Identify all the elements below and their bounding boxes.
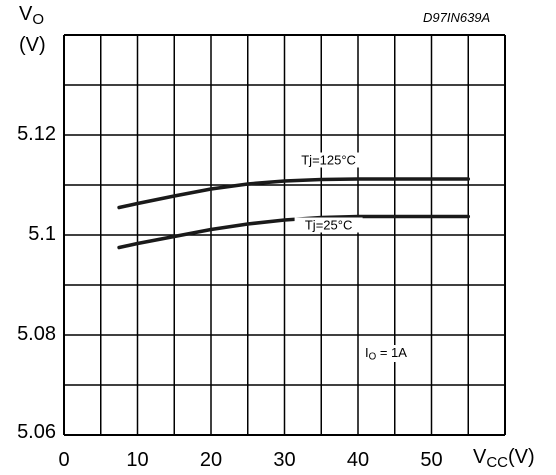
series-label-tj-25c: Tj=25°C	[305, 218, 352, 233]
series-label-tj-25c-background	[294, 217, 363, 233]
series-label-tj-125c-background	[294, 152, 363, 168]
y-tick-label: 5.1	[28, 223, 56, 245]
x-tick-label: 20	[199, 449, 223, 471]
x-axis-subscript: CC	[486, 453, 509, 471]
y-tick-label: 5.12	[17, 123, 56, 145]
y-axis-subscript: O	[32, 10, 45, 28]
load-current-annotation: IO = 1A	[363, 345, 409, 363]
annotation-subscript: O	[368, 351, 377, 363]
grid	[63, 34, 506, 436]
y-axis-unit: (V)	[19, 34, 46, 56]
figure-code: D97IN639A	[423, 10, 491, 25]
x-tick-label: 0	[58, 449, 70, 471]
annotation-value: = 1A	[376, 345, 407, 360]
x-tick-label: 40	[346, 449, 370, 471]
x-tick-label: 50	[420, 449, 443, 471]
series-line-tj-125c	[117, 177, 471, 210]
series-layer	[117, 177, 471, 250]
y-tick-label: 5.06	[17, 421, 56, 443]
y-axis-symbol: V	[19, 3, 33, 25]
series-labels: Tj=125°C Tj=25°C	[294, 152, 363, 233]
x-axis-title: VCC(V)	[473, 446, 535, 471]
x-tick-label: 30	[273, 449, 296, 471]
x-axis-unit: (V)	[508, 446, 535, 468]
x-tick-label: 10	[126, 449, 149, 471]
y-axis-title: VO	[19, 4, 44, 30]
series-line-tj-25c	[117, 214, 471, 250]
series-label-tj-125c: Tj=125°C	[301, 153, 356, 168]
x-axis-symbol: V	[473, 446, 487, 468]
annotation-symbol: I	[365, 345, 369, 360]
y-tick-label: 5.08	[17, 323, 56, 345]
